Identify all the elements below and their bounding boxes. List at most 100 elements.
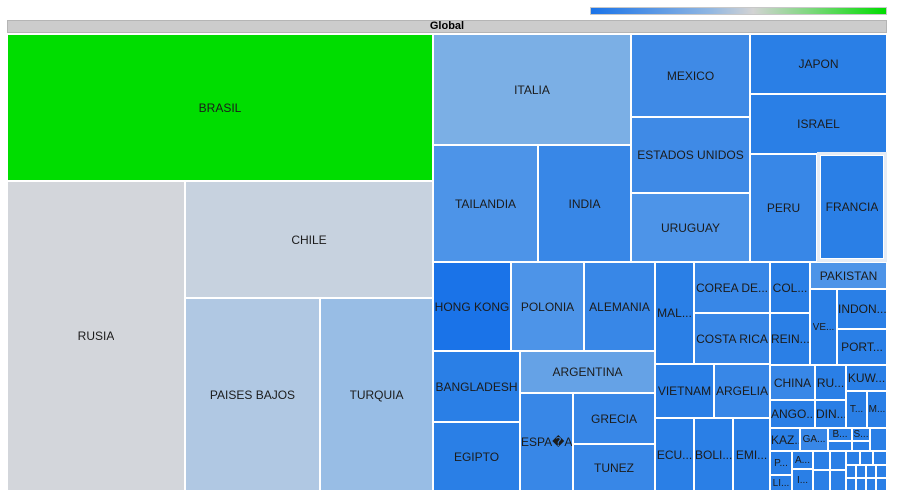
treemap-cell[interactable]: COSTA RICA xyxy=(694,313,770,364)
treemap-cell[interactable]: COREA DE... xyxy=(694,262,770,313)
treemap-cell[interactable]: EGIPTO xyxy=(433,422,520,491)
treemap-cell[interactable]: EMI... xyxy=(733,418,770,491)
treemap-cell[interactable]: KAZ... xyxy=(770,428,800,451)
treemap-cell[interactable]: ESTADOS UNIDOS xyxy=(631,117,750,193)
treemap-cell-label: BOLI... xyxy=(695,447,732,462)
treemap-cell-small[interactable] xyxy=(866,465,876,478)
treemap-cell[interactable]: RU... xyxy=(815,365,846,400)
treemap-cell-small[interactable] xyxy=(873,451,887,465)
treemap-cell[interactable]: ANGO... xyxy=(770,400,815,428)
treemap-cell-label: PORT... xyxy=(841,340,883,354)
treemap-cell-label: COREA DE... xyxy=(695,280,769,295)
treemap-cell-label: GRECIA xyxy=(590,411,637,426)
treemap-cell[interactable]: ALEMANIA xyxy=(584,262,655,351)
treemap-cell-small[interactable] xyxy=(852,441,870,451)
treemap-cell[interactable]: BRASIL xyxy=(7,34,433,181)
treemap-cell-small[interactable] xyxy=(846,465,856,478)
treemap-cell-label: BRASIL xyxy=(198,100,242,115)
treemap-cell-small[interactable] xyxy=(876,478,887,491)
treemap-cell[interactable]: INDON... xyxy=(837,289,887,329)
treemap-cell-label: I... xyxy=(796,474,809,486)
treemap-cell-label: DIN... xyxy=(816,407,845,421)
treemap-cell[interactable]: KUW... xyxy=(846,365,887,391)
treemap-cell[interactable]: PORT... xyxy=(837,329,887,365)
treemap-cell-label: ECU... xyxy=(656,447,693,462)
treemap-cell-label: S... xyxy=(853,429,869,440)
treemap-header[interactable]: Global xyxy=(7,20,887,33)
treemap-cell[interactable]: COL... xyxy=(770,262,810,313)
treemap-cell-label: REIN... xyxy=(771,332,809,346)
treemap-cell-small[interactable] xyxy=(860,451,873,465)
treemap-cell-label: VIETNAM xyxy=(657,384,712,398)
treemap-cell-label: LI... xyxy=(772,477,790,489)
treemap-cell[interactable]: PAISES BAJOS xyxy=(185,298,320,491)
treemap-cell[interactable]: BANGLADESH xyxy=(433,351,520,422)
treemap-cell-small[interactable] xyxy=(846,451,860,465)
treemap-cell[interactable]: PAKISTAN xyxy=(810,262,887,289)
treemap-cell[interactable]: LI... xyxy=(770,475,792,491)
treemap-cell[interactable]: M... xyxy=(867,391,887,428)
treemap-cell-small[interactable] xyxy=(830,451,846,470)
treemap-cell[interactable]: CHILE xyxy=(185,181,433,298)
treemap-cell-small[interactable] xyxy=(828,441,852,451)
treemap-cell-label: COL... xyxy=(772,280,808,295)
treemap-cell-label: FRANCIA xyxy=(825,200,879,214)
treemap-cell[interactable]: ECU... xyxy=(655,418,694,491)
treemap-cell[interactable]: ARGELIA xyxy=(714,364,770,418)
treemap-cell-label: CHINA xyxy=(773,375,812,390)
treemap-cell[interactable]: GRECIA xyxy=(573,393,655,444)
treemap-cell-label: ARGENTINA xyxy=(552,365,623,379)
treemap-cell-small[interactable] xyxy=(830,470,846,491)
treemap-cell-small[interactable] xyxy=(870,428,887,451)
treemap-cell-label: B... xyxy=(832,429,848,440)
treemap-cell[interactable]: RUSIA xyxy=(7,181,185,491)
treemap-cell-label: PAISES BAJOS xyxy=(209,387,296,402)
treemap-cell-label: PERU xyxy=(766,201,801,215)
treemap-cell-label: TURQUIA xyxy=(349,387,404,402)
treemap-cell[interactable]: JAPON xyxy=(750,34,887,94)
treemap-cell-label: ALEMANIA xyxy=(589,299,650,314)
treemap-cell-label: JAPON xyxy=(798,57,839,71)
treemap-cell[interactable]: INDIA xyxy=(538,145,631,262)
treemap-cell[interactable]: POLONIA xyxy=(511,262,584,351)
color-scale-bar xyxy=(590,7,887,15)
treemap-cell[interactable]: GA... xyxy=(800,428,828,451)
treemap-cell[interactable]: REIN... xyxy=(770,313,810,365)
treemap-cell[interactable]: ARGENTINA xyxy=(520,351,655,393)
treemap-cell-label: A... xyxy=(794,454,810,466)
treemap-cell[interactable]: HONG KONG xyxy=(433,262,511,351)
treemap-cell-small[interactable] xyxy=(856,478,866,491)
treemap-cell[interactable]: URUGUAY xyxy=(631,193,750,262)
treemap-cell-label: TUNEZ xyxy=(594,460,634,475)
treemap-cell-small[interactable] xyxy=(866,478,876,491)
treemap-cell[interactable]: CHINA xyxy=(770,365,815,400)
treemap-cell[interactable]: MEXICO xyxy=(631,34,750,117)
treemap-cell-label: MEXICO xyxy=(666,68,715,83)
treemap-cell-label: INDIA xyxy=(568,196,601,211)
treemap-cell[interactable]: A... xyxy=(792,451,813,469)
treemap-cell[interactable]: MAL... xyxy=(655,262,694,364)
treemap-cell[interactable]: S... xyxy=(852,428,870,441)
treemap-cell[interactable]: TURQUIA xyxy=(320,298,433,491)
treemap-cell[interactable]: P... xyxy=(770,451,792,475)
treemap-cell-small[interactable] xyxy=(876,465,887,478)
treemap-cell-small[interactable] xyxy=(856,465,866,478)
treemap-cell-small[interactable] xyxy=(813,451,830,470)
treemap-cell[interactable]: BOLI... xyxy=(694,418,733,491)
treemap-cell[interactable]: B... xyxy=(828,428,852,441)
treemap-cell[interactable]: TUNEZ xyxy=(573,444,655,491)
treemap-cell[interactable]: I... xyxy=(792,469,813,491)
treemap-cell[interactable]: ESPA�A xyxy=(520,393,573,491)
treemap-cell[interactable]: DIN... xyxy=(815,400,846,428)
treemap-cell-label: VE... xyxy=(812,321,835,333)
treemap-cell[interactable]: VE... xyxy=(810,289,837,365)
treemap-cell[interactable]: ISRAEL xyxy=(750,94,887,154)
treemap-cell-small[interactable] xyxy=(813,470,830,491)
treemap-cell[interactable]: FRANCIA xyxy=(817,152,887,262)
treemap-cell[interactable]: T... xyxy=(846,391,867,428)
treemap-cell[interactable]: PERU xyxy=(750,154,817,262)
treemap-cell-small[interactable] xyxy=(846,478,856,491)
treemap-cell[interactable]: ITALIA xyxy=(433,34,631,145)
treemap-cell[interactable]: TAILANDIA xyxy=(433,145,538,262)
treemap-cell[interactable]: VIETNAM xyxy=(655,364,714,418)
